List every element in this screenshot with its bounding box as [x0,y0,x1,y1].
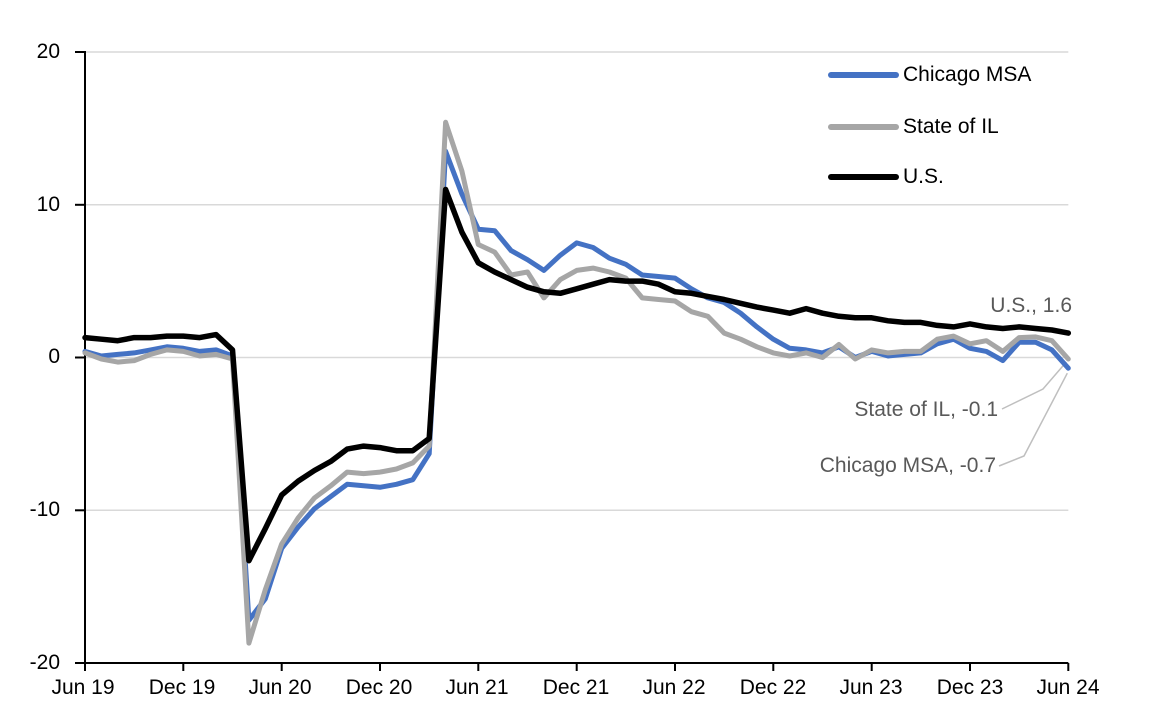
x-axis-label-jun22: Jun 22 [642,676,706,699]
annotation-us-end-value: U.S., 1.6 [990,294,1072,317]
x-axis-label-dec21: Dec 21 [542,676,610,699]
y-axis-label-0: 0 [48,345,60,368]
y-axis-label-20: 20 [36,40,60,63]
x-axis-label-jun20: Jun 20 [248,676,312,699]
legend-label-us: U.S. [903,165,944,188]
legend-swatch-chicago-msa [828,72,899,78]
annotation-state-of-il-end-value: State of IL, -0.1 [854,398,998,421]
series-line-u-s- [82,186,1072,564]
x-axis-label-jun24: Jun 24 [1036,676,1100,699]
y-axis-label-neg10: -10 [29,498,60,521]
x-axis-label-jun21: Jun 21 [445,676,509,699]
x-axis-label-jun23: Jun 23 [839,676,903,699]
y-axis-label-10: 10 [36,193,60,216]
legend-label-state-of-il: State of IL [903,115,999,138]
x-axis-label-dec19: Dec 19 [148,676,216,699]
series-line-state-of-il [82,119,1071,646]
x-axis-label-dec20: Dec 20 [345,676,413,699]
legend-swatch-us [828,174,899,180]
x-axis-label-dec23: Dec 23 [936,676,1004,699]
legend-label-chicago-msa: Chicago MSA [903,63,1032,86]
leader-line-state-of-il [1001,361,1067,410]
legend-swatch-state-of-il [828,124,899,130]
x-axis-label-jun19: Jun 19 [51,676,115,699]
x-axis-label-dec22: Dec 22 [739,676,807,699]
annotation-chicago-msa-end-value: Chicago MSA, -0.7 [819,454,996,477]
leader-line-chicago-msa [998,372,1068,467]
y-axis-label-neg20: -20 [29,651,60,674]
